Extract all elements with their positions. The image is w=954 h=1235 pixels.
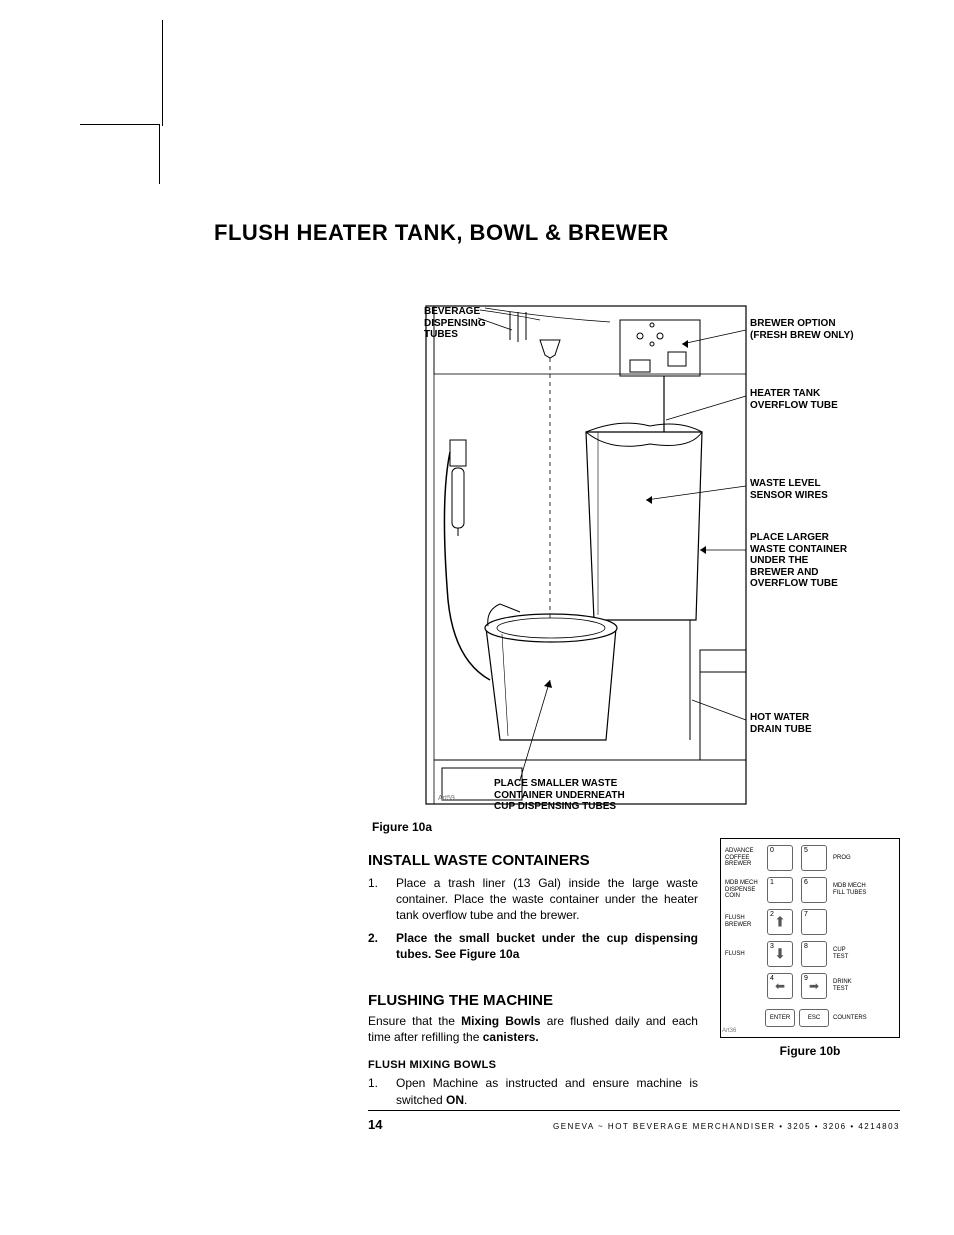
arrow-right-icon: ➡ <box>809 979 819 993</box>
label-waste-sensor: WASTE LEVEL SENSOR WIRES <box>750 478 828 501</box>
kp-label: DRINK TEST <box>833 979 869 992</box>
item-number: 2. <box>368 930 396 962</box>
text-content: INSTALL WASTE CONTAINERS 1. Place a tras… <box>368 830 698 1114</box>
label-place-larger: PLACE LARGER WASTE CONTAINER UNDER THE B… <box>750 532 847 590</box>
item-number: 1. <box>368 1075 396 1107</box>
install-list: 1. Place a trash liner (13 Gal) inside t… <box>368 875 698 962</box>
item-text: Place the small bucket under the cup dis… <box>396 930 698 962</box>
kp-button-9-right[interactable]: 9➡ <box>801 973 827 999</box>
kp-label: MDB MECH DISPENSE COIN <box>725 880 761 900</box>
page-title: FLUSH HEATER TANK, BOWL & BREWER <box>214 220 900 246</box>
kp-button-7[interactable]: 7 <box>801 909 827 935</box>
figure-10b-caption: Figure 10b <box>720 1044 900 1058</box>
flush-list: 1. Open Machine as instructed and ensure… <box>368 1075 698 1107</box>
arrow-up-icon: ⬆ <box>774 914 786 931</box>
kp-label: FLUSH BREWER <box>725 915 761 928</box>
label-brewer-option: BREWER OPTION (FRESH BREW ONLY) <box>750 318 854 341</box>
crop-mark-left <box>80 124 160 184</box>
keypad-artcode: Art36 <box>722 1028 900 1034</box>
label-beverage-tubes: BEVERAGE DISPENSING TUBES <box>424 306 486 341</box>
kp-button-8[interactable]: 8 <box>801 941 827 967</box>
kp-label: MDB MECH FILL TUBES <box>833 883 869 896</box>
page-content: FLUSH HEATER TANK, BOWL & BREWER <box>160 60 900 1120</box>
kp-button-5[interactable]: 5 <box>801 845 827 871</box>
flushing-heading: FLUSHING THE MACHINE <box>368 992 698 1009</box>
kp-label: COUNTERS <box>833 1015 869 1022</box>
kp-button-4-left[interactable]: 4⬅ <box>767 973 793 999</box>
kp-label: ADVANCE COFFEE BREWER <box>725 848 761 868</box>
label-hot-water: HOT WATER DRAIN TUBE <box>750 712 812 735</box>
page-footer: 14 GENEVA ~ HOT BEVERAGE MERCHANDISER • … <box>368 1110 900 1132</box>
item-number: 1. <box>368 875 396 924</box>
kp-button-3-down[interactable]: 3⬇ <box>767 941 793 967</box>
flush-bowls-subhead: FLUSH MIXING BOWLS <box>368 1059 698 1071</box>
kp-button-1[interactable]: 1 <box>767 877 793 903</box>
item-text: Open Machine as instructed and ensure ma… <box>396 1075 698 1107</box>
figure-10b: ADVANCE COFFEE BREWER 0 5 PROG MDB MECH … <box>720 838 900 1056</box>
kp-button-6[interactable]: 6 <box>801 877 827 903</box>
svg-text:Art59: Art59 <box>438 795 455 802</box>
item-text: Place a trash liner (13 Gal) inside the … <box>396 875 698 924</box>
kp-button-enter[interactable]: ENTER <box>765 1009 795 1027</box>
page-number: 14 <box>368 1117 382 1132</box>
kp-button-2-up[interactable]: 2⬆ <box>767 909 793 935</box>
kp-label: PROG <box>833 855 869 862</box>
arrow-down-icon: ⬇ <box>774 946 786 963</box>
list-item: 2. Place the small bucket under the cup … <box>368 930 698 962</box>
label-heater-overflow: HEATER TANK OVERFLOW TUBE <box>750 388 838 411</box>
label-place-smaller: PLACE SMALLER WASTE CONTAINER UNDERNEATH… <box>494 778 625 813</box>
keypad: ADVANCE COFFEE BREWER 0 5 PROG MDB MECH … <box>720 838 900 1038</box>
list-item: 1. Open Machine as instructed and ensure… <box>368 1075 698 1107</box>
flushing-intro: Ensure that the Mixing Bowls are flushed… <box>368 1013 698 1045</box>
list-item: 1. Place a trash liner (13 Gal) inside t… <box>368 875 698 924</box>
install-heading: INSTALL WASTE CONTAINERS <box>368 852 698 869</box>
footer-text: GENEVA ~ HOT BEVERAGE MERCHANDISER • 320… <box>553 1122 900 1131</box>
kp-button-0[interactable]: 0 <box>767 845 793 871</box>
arrow-left-icon: ⬅ <box>775 979 785 993</box>
kp-button-esc[interactable]: ESC <box>799 1009 829 1027</box>
kp-label: FLUSH <box>725 951 761 958</box>
kp-label: CUP TEST <box>833 947 869 960</box>
